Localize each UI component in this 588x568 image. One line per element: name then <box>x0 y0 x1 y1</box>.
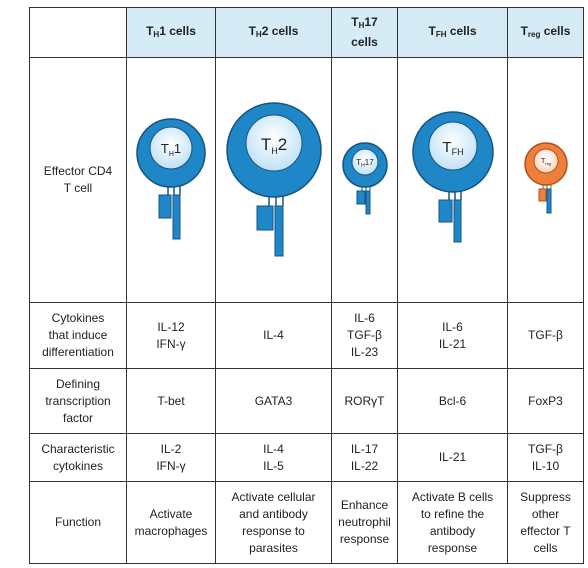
header-corner <box>29 7 127 58</box>
row-label-function: Function <box>29 481 127 564</box>
characteristic-th2: IL-4 IL-5 <box>215 433 332 482</box>
function-th2: Activate cellular and antibody response … <box>215 481 332 564</box>
transcription-row: Defining transcription factor T-bet GATA… <box>29 368 584 434</box>
cytokines-induce-row: Cytokines that induce differentiation IL… <box>29 302 584 369</box>
function-tfh: Activate B cells to refine the antibody … <box>397 481 508 564</box>
svg-text:TH17: TH17 <box>356 158 374 169</box>
row-label-transcription: Defining transcription factor <box>29 368 127 434</box>
header-row: TH1 cells TH2 cells TH17 cells TFH cells… <box>29 7 584 58</box>
row-label-cytokines-induce: Cytokines that induce differentiation <box>29 302 127 369</box>
svg-text:Treg: Treg <box>540 158 550 166</box>
t-cell-table: TH1 cells TH2 cells TH17 cells TFH cells… <box>29 7 584 564</box>
cytokines-induce-th1: IL-12 IFN-γ <box>126 302 216 369</box>
transcription-th2: GATA3 <box>215 368 332 434</box>
header-th2: TH2 cells <box>215 7 332 58</box>
svg-text:TFH: TFH <box>442 139 463 157</box>
treg-cell-icon: Treg <box>523 142 568 214</box>
effector-row: Effector CD4 T cell TH1 <box>29 57 584 303</box>
treg-cell-diagram: Treg <box>507 57 584 303</box>
characteristic-th17: IL-17 IL-22 <box>331 433 398 482</box>
transcription-treg: FoxP3 <box>507 368 584 434</box>
characteristic-treg: TGF-β IL-10 <box>507 433 584 482</box>
header-th1: TH1 cells <box>126 7 216 58</box>
th1-cell-icon: TH1 <box>136 118 206 240</box>
transcription-th1: T-bet <box>126 368 216 434</box>
row-label-characteristic: Characteristic cytokines <box>29 433 127 482</box>
function-th17: Enhance neutrophil response <box>331 481 398 564</box>
tfh-cell-icon: TFH <box>411 111 494 243</box>
th2-cell-icon: TH2 <box>226 102 322 257</box>
th17-cell-diagram: TH17 <box>331 57 398 303</box>
function-th1: Activate macrophages <box>126 481 216 564</box>
cytokines-induce-tfh: IL-6 IL-21 <box>397 302 508 369</box>
header-treg: Treg cells <box>507 7 584 58</box>
row-label-effector: Effector CD4 T cell <box>29 57 127 303</box>
header-th17: TH17 cells <box>331 7 398 58</box>
characteristic-row: Characteristic cytokines IL-2 IFN-γ IL-4… <box>29 433 584 482</box>
th17-cell-icon: TH17 <box>342 142 388 215</box>
transcription-tfh: Bcl-6 <box>397 368 508 434</box>
function-row: Function Activate macrophages Activate c… <box>29 481 584 564</box>
svg-text:TH1: TH1 <box>161 141 181 158</box>
transcription-th17: RORγT <box>331 368 398 434</box>
cytokines-induce-th2: IL-4 <box>215 302 332 369</box>
cytokines-induce-treg: TGF-β <box>507 302 584 369</box>
characteristic-tfh: IL-21 <box>397 433 508 482</box>
header-tfh: TFH cells <box>397 7 508 58</box>
cytokines-induce-th17: IL-6 TGF-β IL-23 <box>331 302 398 369</box>
tfh-cell-diagram: TFH <box>397 57 508 303</box>
svg-text:TH2: TH2 <box>261 135 287 156</box>
function-treg: Suppress other effector T cells <box>507 481 584 564</box>
characteristic-th1: IL-2 IFN-γ <box>126 433 216 482</box>
th2-cell-diagram: TH2 <box>215 57 332 303</box>
th1-cell-diagram: TH1 <box>126 57 216 303</box>
